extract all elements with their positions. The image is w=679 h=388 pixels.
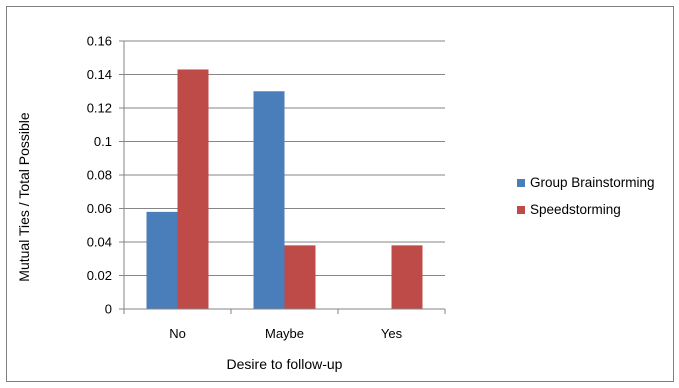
legend-swatch xyxy=(517,179,525,187)
y-tick-label: 0.12 xyxy=(87,101,112,116)
y-tick-label: 0 xyxy=(105,302,112,317)
y-axis-title: Mutual Ties / Total Possible xyxy=(16,112,32,282)
x-tick-label: Maybe xyxy=(265,326,304,341)
bar-group-brainstorming-no xyxy=(146,211,178,309)
y-tick-label: 0.1 xyxy=(94,134,112,149)
bars xyxy=(146,69,423,309)
chart-frame: 0 0.02 0.04 0.06 0.08 0.1 0.12 0.14 0.16 No Maybe Y… xyxy=(6,6,674,382)
legend-swatch xyxy=(517,206,525,214)
y-tick-label: 0.02 xyxy=(87,268,112,283)
legend: Group Brainstorming Speedstorming xyxy=(517,175,655,217)
legend-label: Group Brainstorming xyxy=(530,175,655,190)
y-tick-label: 0.08 xyxy=(87,168,112,183)
axes xyxy=(119,40,446,314)
legend-label: Speedstorming xyxy=(530,202,621,217)
bar-chart: 0 0.02 0.04 0.06 0.08 0.1 0.12 0.14 0.16 No Maybe Y… xyxy=(16,34,655,373)
x-tick-label: Yes xyxy=(381,326,403,341)
bar-group-brainstorming-maybe xyxy=(253,91,285,309)
y-tick-label: 0.14 xyxy=(87,67,112,82)
y-tick-label: 0.06 xyxy=(87,201,112,216)
x-tick-label: No xyxy=(169,326,186,341)
y-tick-label: 0.04 xyxy=(87,235,112,250)
bar-speedstorming-no xyxy=(177,69,209,309)
x-axis-title: Desire to follow-up xyxy=(227,356,343,372)
bar-speedstorming-maybe xyxy=(284,245,316,309)
tick-labels: 0 0.02 0.04 0.06 0.08 0.1 0.12 0.14 0.16 No Maybe Y… xyxy=(87,34,403,342)
bar-speedstorming-yes xyxy=(391,245,423,309)
y-tick-label: 0.16 xyxy=(87,34,112,49)
